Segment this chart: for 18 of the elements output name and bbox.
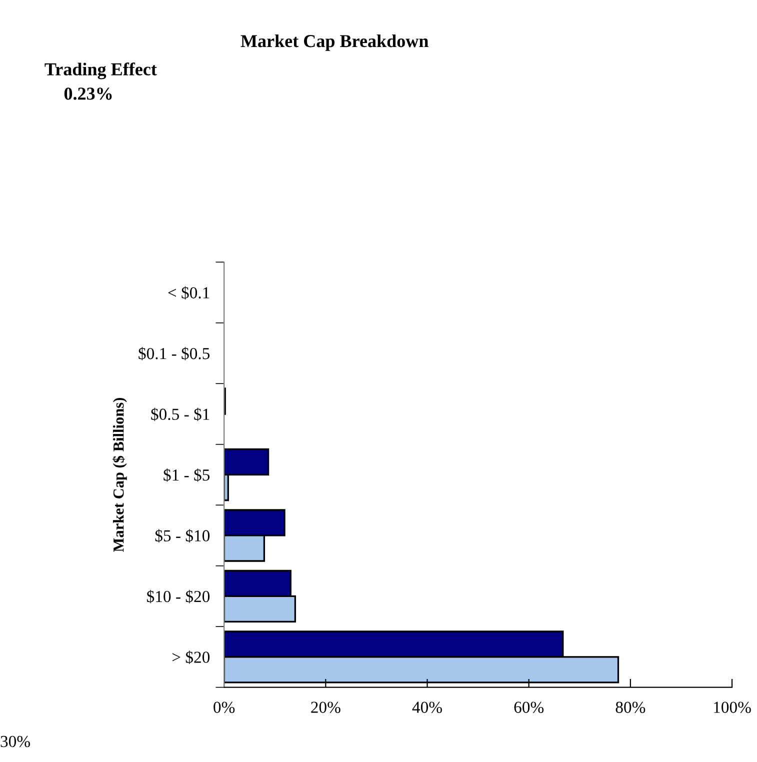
y-tick-label: $0.1 - $0.5 — [138, 346, 210, 360]
x-tick-label: 0% — [214, 702, 235, 713]
chart-title: Market Cap Breakdown — [240, 34, 428, 51]
y-tick-label: $10 - $20 — [147, 590, 210, 604]
y-tick-label: $1 - $5 — [164, 468, 210, 482]
x-tick-label: 60% — [514, 702, 544, 713]
y-tick-label: > $20 — [172, 650, 210, 664]
text: 0.23% — [64, 88, 112, 100]
text: 30% — [0, 736, 30, 748]
x-tick-label: 100% — [714, 702, 751, 713]
x-tick-label: 40% — [412, 702, 442, 713]
x-tick-label: 80% — [616, 702, 646, 713]
y-tick-label: < $0.1 — [168, 286, 210, 300]
y-tick-label: $5 - $10 — [155, 529, 210, 543]
x-tick-label: 20% — [311, 702, 340, 713]
y-tick-label: $0.5 - $1 — [151, 408, 210, 422]
y-axis-title: Market Cap ($ Billions) — [112, 398, 127, 552]
text: Trading Effect — [44, 62, 157, 80]
